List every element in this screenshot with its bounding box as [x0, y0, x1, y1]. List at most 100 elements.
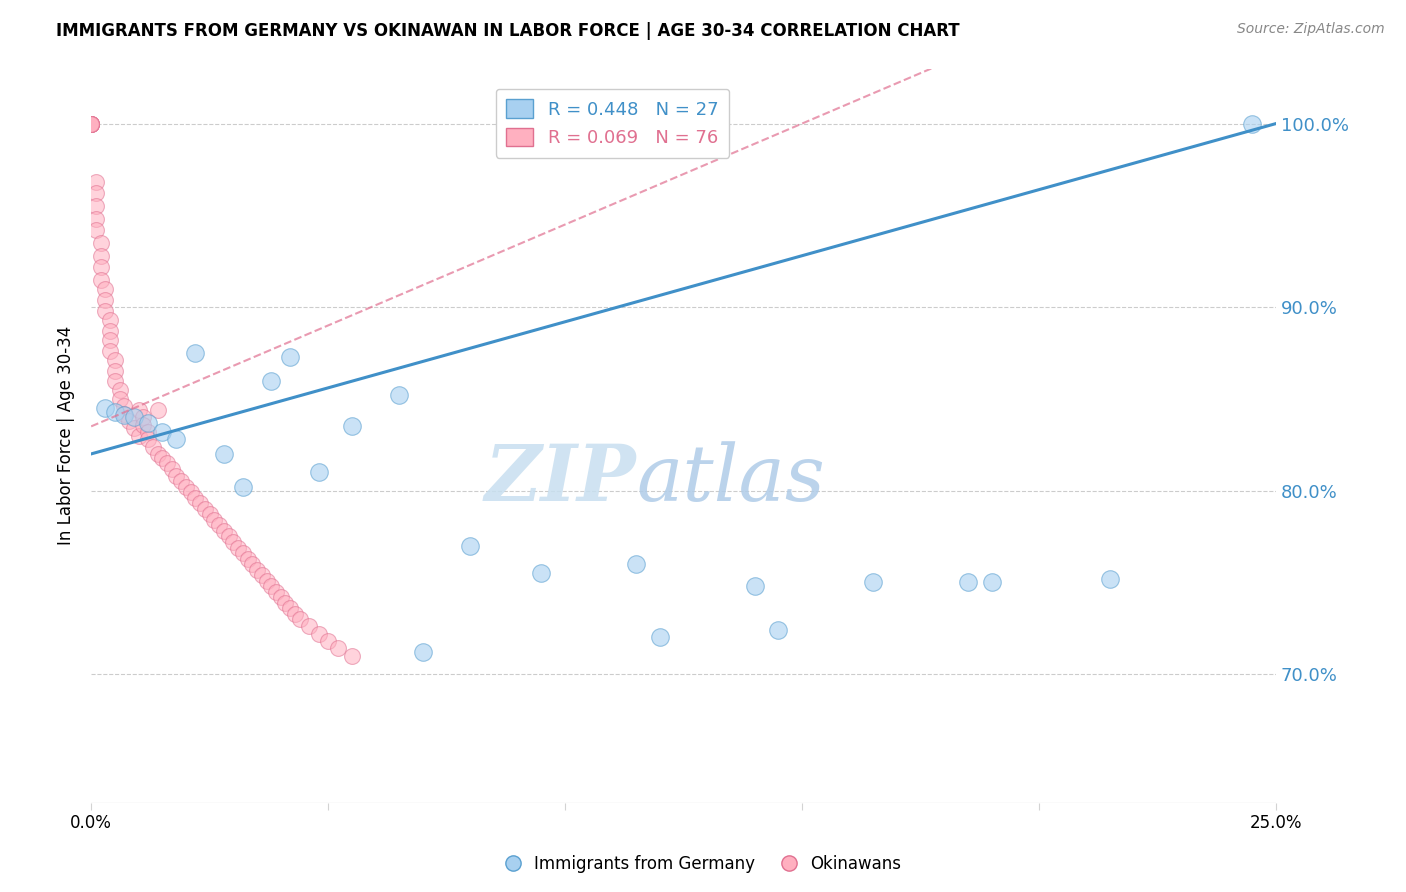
- Point: [278, 601, 301, 615]
- Point: [166, 469, 188, 483]
- Point: [212, 447, 235, 461]
- Point: [174, 480, 197, 494]
- Point: [278, 350, 301, 364]
- Point: [326, 641, 349, 656]
- Point: [94, 401, 117, 415]
- Point: [108, 383, 131, 397]
- Point: [104, 364, 127, 378]
- Point: [298, 619, 321, 633]
- Text: atlas: atlas: [636, 442, 825, 517]
- Point: [308, 626, 330, 640]
- Legend: Immigrants from Germany, Okinawans: Immigrants from Germany, Okinawans: [498, 848, 908, 880]
- Point: [80, 117, 103, 131]
- Point: [128, 428, 150, 442]
- Point: [284, 607, 307, 621]
- Point: [80, 117, 103, 131]
- Point: [90, 249, 112, 263]
- Point: [160, 461, 183, 475]
- Y-axis label: In Labor Force | Age 30-34: In Labor Force | Age 30-34: [58, 326, 75, 545]
- Point: [530, 566, 553, 581]
- Point: [104, 405, 127, 419]
- Point: [84, 223, 107, 237]
- Point: [90, 260, 112, 274]
- Point: [104, 374, 127, 388]
- Point: [340, 648, 363, 663]
- Point: [136, 425, 159, 439]
- Point: [146, 402, 169, 417]
- Point: [768, 623, 790, 637]
- Point: [260, 374, 283, 388]
- Point: [94, 303, 117, 318]
- Point: [388, 388, 411, 402]
- Legend: R = 0.448   N = 27, R = 0.069   N = 76: R = 0.448 N = 27, R = 0.069 N = 76: [495, 88, 730, 158]
- Point: [112, 407, 135, 421]
- Text: ZIP: ZIP: [485, 442, 636, 518]
- Point: [108, 392, 131, 406]
- Point: [80, 117, 103, 131]
- Point: [256, 574, 278, 588]
- Point: [94, 282, 117, 296]
- Point: [340, 419, 363, 434]
- Point: [98, 344, 121, 359]
- Point: [246, 562, 269, 576]
- Point: [208, 518, 231, 533]
- Point: [270, 590, 292, 604]
- Point: [1099, 572, 1122, 586]
- Point: [232, 546, 254, 560]
- Point: [198, 508, 221, 522]
- Point: [90, 272, 112, 286]
- Point: [80, 117, 103, 131]
- Point: [146, 447, 169, 461]
- Point: [250, 568, 273, 582]
- Point: [862, 575, 884, 590]
- Point: [202, 513, 225, 527]
- Point: [112, 399, 135, 413]
- Point: [264, 584, 287, 599]
- Point: [84, 199, 107, 213]
- Point: [122, 410, 145, 425]
- Point: [1241, 117, 1264, 131]
- Point: [104, 353, 127, 368]
- Point: [122, 421, 145, 435]
- Point: [744, 579, 766, 593]
- Point: [316, 634, 339, 648]
- Point: [184, 491, 207, 505]
- Point: [80, 117, 103, 131]
- Point: [188, 496, 211, 510]
- Point: [98, 333, 121, 347]
- Point: [170, 475, 193, 489]
- Point: [132, 417, 155, 432]
- Point: [150, 425, 173, 439]
- Point: [180, 485, 202, 500]
- Point: [142, 440, 165, 454]
- Point: [260, 579, 283, 593]
- Point: [194, 502, 217, 516]
- Point: [94, 293, 117, 307]
- Point: [112, 409, 135, 423]
- Point: [412, 645, 434, 659]
- Point: [150, 450, 173, 465]
- Point: [240, 557, 263, 571]
- Point: [80, 117, 103, 131]
- Point: [156, 456, 179, 470]
- Point: [274, 596, 297, 610]
- Point: [648, 631, 671, 645]
- Point: [458, 539, 481, 553]
- Text: IMMIGRANTS FROM GERMANY VS OKINAWAN IN LABOR FORCE | AGE 30-34 CORRELATION CHART: IMMIGRANTS FROM GERMANY VS OKINAWAN IN L…: [56, 22, 960, 40]
- Point: [236, 551, 259, 566]
- Point: [84, 212, 107, 227]
- Text: Source: ZipAtlas.com: Source: ZipAtlas.com: [1237, 22, 1385, 37]
- Point: [980, 575, 1002, 590]
- Point: [98, 324, 121, 338]
- Point: [212, 524, 235, 538]
- Point: [90, 235, 112, 250]
- Point: [288, 612, 311, 626]
- Point: [232, 480, 254, 494]
- Point: [136, 432, 159, 446]
- Point: [226, 541, 249, 555]
- Point: [222, 535, 245, 549]
- Point: [956, 575, 979, 590]
- Point: [308, 465, 330, 479]
- Point: [84, 175, 107, 189]
- Point: [80, 117, 103, 131]
